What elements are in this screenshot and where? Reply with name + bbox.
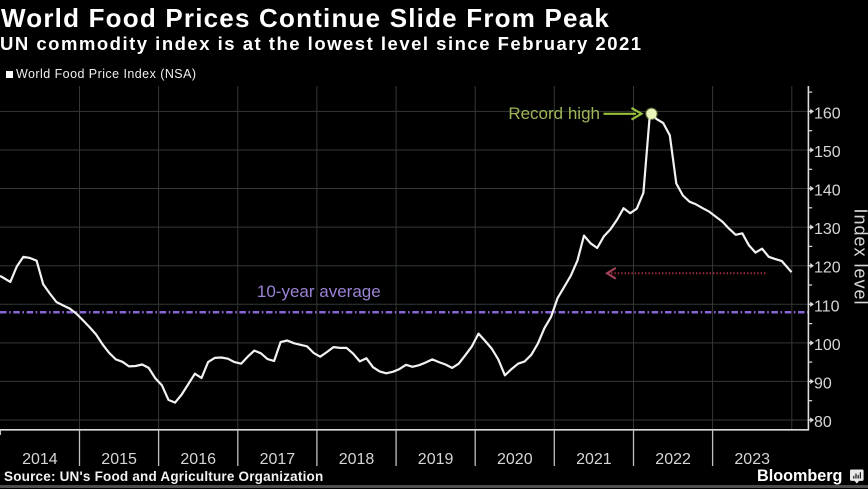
svg-text:120: 120 (814, 260, 841, 277)
svg-text:90: 90 (814, 375, 832, 392)
svg-text:2023: 2023 (734, 451, 770, 468)
svg-text:2021: 2021 (576, 451, 612, 468)
svg-text:80: 80 (814, 414, 832, 431)
svg-text:100: 100 (814, 337, 841, 354)
svg-text:110: 110 (814, 298, 840, 315)
svg-text:130: 130 (814, 221, 841, 238)
svg-text:2019: 2019 (418, 451, 454, 468)
svg-text:Record high: Record high (508, 104, 600, 123)
svg-text:2016: 2016 (180, 451, 216, 468)
svg-text:2015: 2015 (101, 451, 137, 468)
svg-text:150: 150 (814, 144, 841, 161)
svg-text:160: 160 (814, 105, 841, 122)
svg-text:Index level: Index level (851, 208, 868, 305)
svg-text:2022: 2022 (655, 451, 691, 468)
svg-text:2020: 2020 (497, 451, 533, 468)
svg-text:2018: 2018 (339, 451, 375, 468)
svg-text:2014: 2014 (22, 451, 58, 468)
svg-text:10-year average: 10-year average (257, 282, 381, 301)
svg-text:140: 140 (814, 183, 841, 200)
svg-text:2017: 2017 (260, 451, 296, 468)
